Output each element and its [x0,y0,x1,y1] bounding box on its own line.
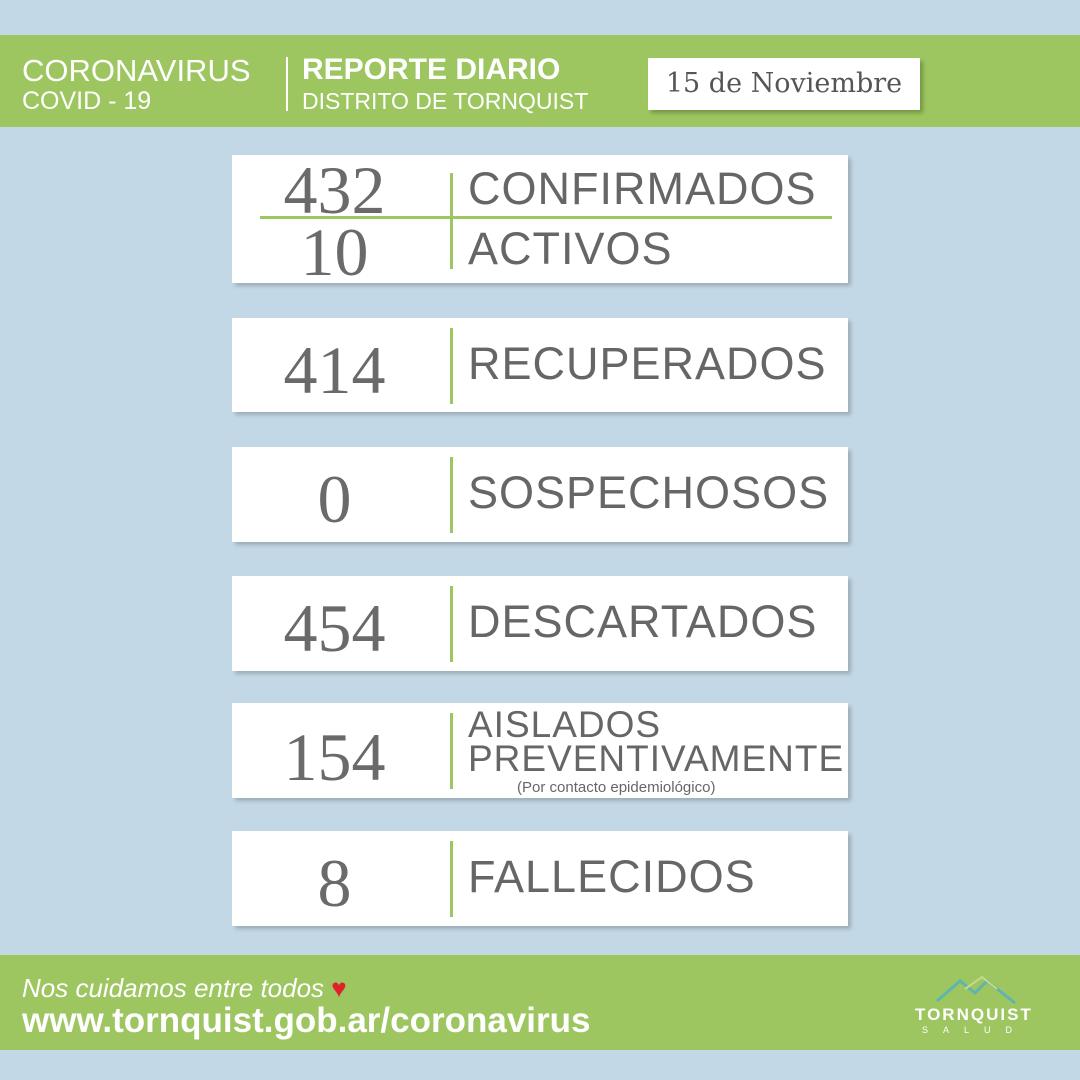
logo-subtext: SALUD [922,1025,1028,1035]
divider [450,457,453,533]
card-confirmados-activos: 432 10 CONFIRMADOS ACTIVOS [232,152,848,287]
header-title: CORONAVIRUS [22,53,251,88]
activos-value: 10 [300,214,369,290]
activos-label: ACTIVOS [468,223,673,274]
aislados-value: 154 [283,719,386,795]
card-sospechosos: 0 SOSPECHOSOS [232,447,848,542]
card-fallecidos: 8 FALLECIDOS [232,831,848,926]
logo-text: TORNQUIST [915,1005,1033,1024]
sospechosos-value: 0 [317,461,352,537]
card-descartados: 454 DESCARTADOS [232,576,848,671]
confirmados-value: 432 [283,152,386,228]
footer-band: Nos cuidamos entre todos ♥ www.tornquist… [0,955,1080,1050]
aislados-label: AISLADOS [468,704,662,745]
preventivamente-label: PREVENTIVAMENTE [468,738,845,779]
descartados-label: DESCARTADOS [468,596,818,647]
aislados-note: (Por contacto epidemiológico) [517,779,716,796]
fallecidos-label: FALLECIDOS [468,851,756,902]
recuperados-label: RECUPERADOS [468,338,827,389]
report-title: REPORTE DIARIO [302,53,561,86]
horizontal-divider [260,216,832,219]
confirmados-label: CONFIRMADOS [468,163,817,214]
divider [450,328,453,404]
card-recuperados: 414 RECUPERADOS [232,318,848,412]
fallecidos-value: 8 [317,845,352,921]
card-aislados: 154 AISLADOS PREVENTIVAMENTE (Por contac… [232,703,848,798]
divider [450,841,453,917]
divider [450,586,453,662]
divider [450,173,453,269]
website-link[interactable]: www.tornquist.gob.ar/coronavirus [22,1001,591,1040]
district-name: DISTRITO DE TORNQUIST [302,88,589,114]
report-date: 15 de Noviembre [648,58,920,110]
divider [450,713,453,789]
header-divider [286,57,288,111]
heart-icon: ♥ [331,973,347,1003]
slogan: Nos cuidamos entre todos [22,973,325,1003]
sospechosos-label: SOSPECHOSOS [468,467,830,518]
recuperados-value: 414 [283,332,386,408]
mountains-logo-icon [936,975,1016,1005]
descartados-value: 454 [283,590,386,666]
header-subtitle: COVID - 19 [22,87,152,115]
